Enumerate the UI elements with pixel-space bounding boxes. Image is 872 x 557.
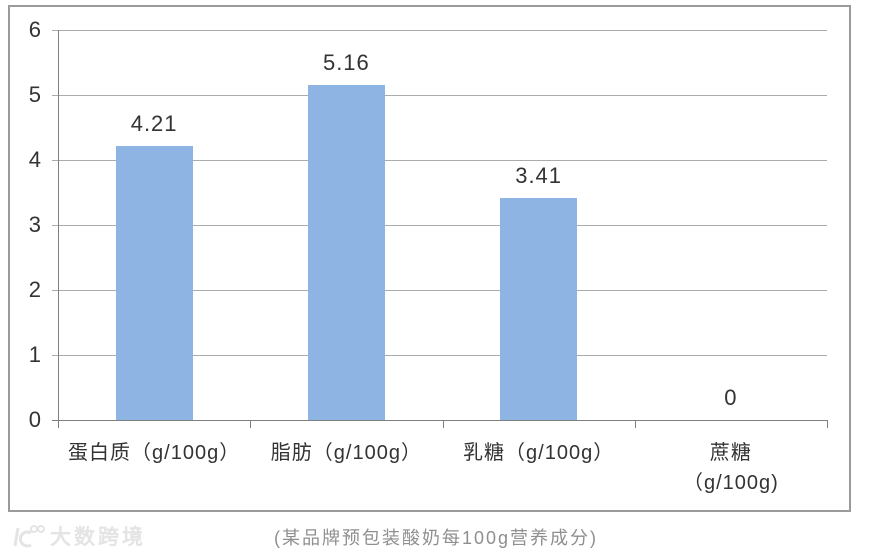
watermark-text: 大数跨境 <box>50 526 146 549</box>
x-axis-tick <box>827 420 828 428</box>
gridline <box>52 225 827 226</box>
x-category-label: 蔗糖 （g/100g) <box>682 442 779 494</box>
y-tick-label: 6 <box>28 17 42 42</box>
watermark: 大数跨境 <box>10 521 146 551</box>
x-axis-tick <box>58 420 59 428</box>
gridline <box>52 290 827 291</box>
bar <box>307 84 385 420</box>
gridline <box>52 95 827 96</box>
y-tick-label: 4 <box>28 147 42 172</box>
x-axis-tick <box>442 420 444 428</box>
y-tick-label: 0 <box>28 407 42 432</box>
bar <box>115 146 193 420</box>
watermark-logo-icon <box>13 525 45 548</box>
x-category-label: 脂肪（g/100g） <box>270 442 422 464</box>
y-tick-label: 1 <box>28 342 42 367</box>
bar-value-label: 5.16 <box>322 49 370 75</box>
gridline <box>52 420 827 421</box>
y-tick-label: 2 <box>28 277 42 302</box>
x-category-label: 乳糖（g/100g） <box>463 442 615 464</box>
bar-value-label: 4.21 <box>130 111 178 137</box>
x-category-label: 蛋白质（g/100g） <box>68 442 241 464</box>
x-axis-tick <box>250 420 252 428</box>
gridline <box>52 355 827 356</box>
bar-value-label: 0 <box>724 385 738 410</box>
x-axis-tick <box>634 420 636 428</box>
y-tick-label: 5 <box>28 82 42 107</box>
gridline <box>52 30 827 31</box>
bar <box>500 198 578 420</box>
chart-caption: (某品牌预包装酸奶每100g营养成分) <box>273 528 599 548</box>
y-tick-label: 3 <box>28 212 42 237</box>
gridline <box>52 160 827 161</box>
y-axis-line <box>58 30 59 428</box>
bar-value-label: 3.41 <box>515 163 563 189</box>
